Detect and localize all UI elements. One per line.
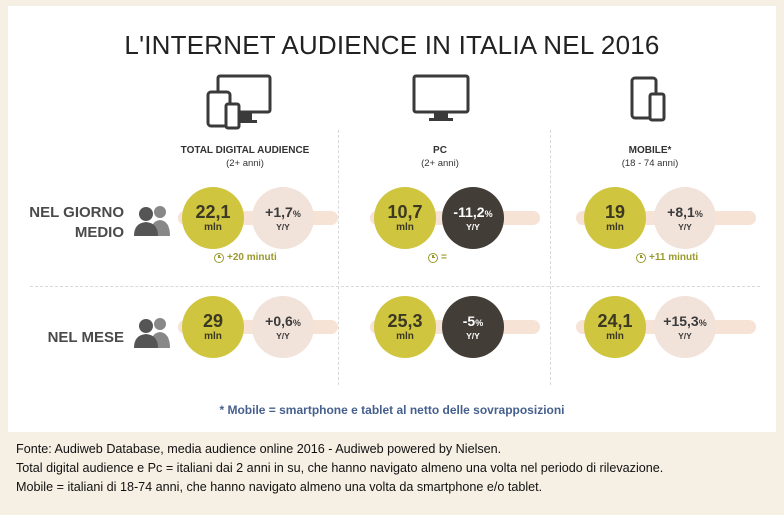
change-circle: -11,2% Y/Y <box>442 187 504 249</box>
clock-icon <box>428 252 438 263</box>
value-number: 24,1 <box>597 310 633 331</box>
change-unit: Y/Y <box>678 331 692 341</box>
people-icon <box>134 206 170 236</box>
row-label-daily: NEL GIORNO MEDIO <box>14 203 124 243</box>
change-value: +0,6 <box>265 313 293 329</box>
time-change-value: = <box>441 252 447 263</box>
value-number: 29 <box>202 310 224 331</box>
column-header-mobile: MOBILE* (18 - 74 anni) <box>580 144 720 170</box>
time-change-value: +11 minuti <box>649 252 699 263</box>
column-label: TOTAL DIGITAL AUDIENCE <box>180 145 310 156</box>
change-unit: Y/Y <box>276 222 290 232</box>
value-number: 19 <box>604 201 626 222</box>
change-value: -11,2 <box>453 204 485 220</box>
change-number: -11,2% <box>453 204 493 220</box>
value-unit: mln <box>396 221 414 233</box>
change-unit: Y/Y <box>678 222 692 232</box>
value-unit: mln <box>396 330 414 342</box>
clock-icon <box>214 252 224 263</box>
time-change: +20 minuti <box>214 252 277 263</box>
row-label-line: MEDIO <box>74 224 124 241</box>
change-value: -5 <box>462 313 476 329</box>
value-unit: mln <box>606 330 624 342</box>
row-label-line: NEL MESE <box>47 329 124 346</box>
change-value: +8,1 <box>667 204 695 220</box>
value-unit: mln <box>204 221 222 233</box>
definition-line: Mobile = italiani di 18-74 anni, che han… <box>16 480 543 494</box>
change-number: -5% <box>462 313 484 329</box>
time-change-value: +20 minuti <box>227 252 277 263</box>
change-number: +1,7% <box>265 204 301 220</box>
column-sublabel: (2+ anni) <box>226 158 264 169</box>
definition-line: Total digital audience e Pc = italiani d… <box>16 461 664 475</box>
column-label: PC <box>433 145 447 156</box>
change-circle: +1,7% Y/Y <box>252 187 314 249</box>
value-number: 10,7 <box>387 201 423 222</box>
change-circle: +15,3% Y/Y <box>654 296 716 358</box>
column-label: MOBILE* <box>628 145 672 156</box>
change-circle: +0,6% Y/Y <box>252 296 314 358</box>
row-label-monthly: NEL MESE <box>14 328 124 348</box>
change-value: +1,7 <box>265 204 293 220</box>
column-sublabel: (18 - 74 anni) <box>621 158 679 169</box>
clock-icon <box>636 252 646 263</box>
page-title: L'INTERNET AUDIENCE IN ITALIA NEL 2016 <box>124 30 660 60</box>
column-sublabel: (2+ anni) <box>421 158 459 169</box>
time-change: = <box>428 252 447 263</box>
monitor-icon <box>412 74 470 121</box>
change-value: +15,3 <box>663 313 699 329</box>
change-circle: -5% Y/Y <box>442 296 504 358</box>
value-unit: mln <box>204 330 222 342</box>
change-unit: Y/Y <box>276 331 290 341</box>
column-header-total: TOTAL DIGITAL AUDIENCE (2+ anni) <box>160 144 330 170</box>
value-circle: 22,1 mln <box>182 187 244 249</box>
row-label-line: NEL GIORNO <box>29 204 124 221</box>
value-circle: 24,1 mln <box>584 296 646 358</box>
column-header-pc: PC (2+ anni) <box>370 144 510 170</box>
time-change: +11 minuti <box>636 252 698 263</box>
column-divider <box>338 130 339 385</box>
value-circle: 25,3 mln <box>374 296 436 358</box>
people-icon <box>134 318 170 348</box>
change-circle: +8,1% Y/Y <box>654 187 716 249</box>
value-number: 25,3 <box>387 310 423 331</box>
mobile-devices-icon <box>630 76 666 122</box>
value-circle: 10,7 mln <box>374 187 436 249</box>
value-unit: mln <box>606 221 624 233</box>
value-circle: 19 mln <box>584 187 646 249</box>
value-circle: 29 mln <box>182 296 244 358</box>
change-unit: Y/Y <box>466 331 480 341</box>
change-unit: Y/Y <box>466 222 480 232</box>
row-divider <box>30 286 760 287</box>
multi-device-icon <box>206 74 272 130</box>
mobile-footnote: * Mobile = smartphone e tablet al netto … <box>219 403 565 417</box>
source-line: Fonte: Audiweb Database, media audience … <box>16 442 502 456</box>
column-divider <box>550 130 551 385</box>
change-number: +8,1% <box>667 204 703 220</box>
value-number: 22,1 <box>195 201 231 222</box>
change-number: +0,6% <box>265 313 301 329</box>
change-number: +15,3% <box>663 313 707 329</box>
